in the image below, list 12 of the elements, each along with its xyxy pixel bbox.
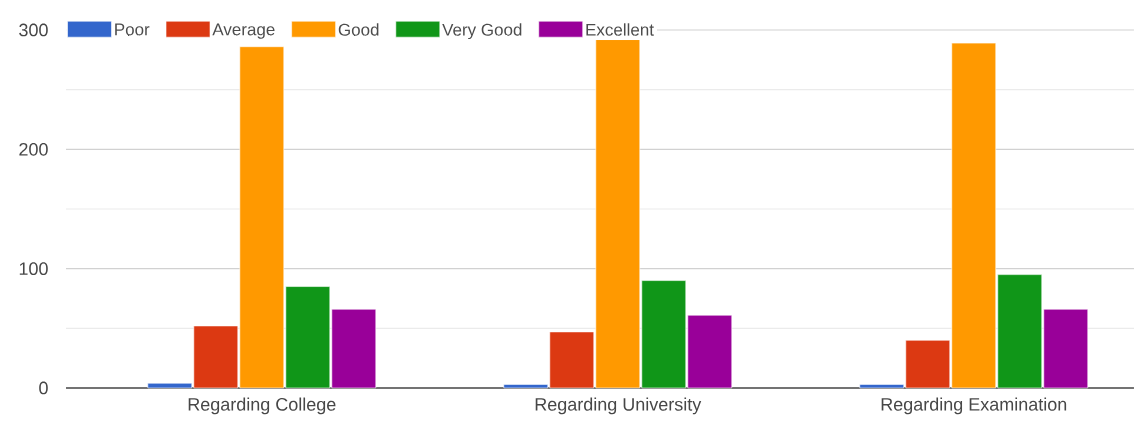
y-tick-label: 100 — [19, 262, 48, 276]
y-tick-label: 300 — [19, 23, 48, 37]
y-tick-label: 200 — [19, 142, 48, 156]
y-tick-label: 0 — [39, 381, 48, 395]
legend-label: Poor — [115, 23, 150, 36]
legend-label: Average — [212, 23, 275, 39]
x-tick-label: Regarding University — [535, 397, 702, 415]
legend-label: Very Good — [442, 23, 522, 40]
legend-label: Excellent — [586, 23, 654, 36]
x-tick-label: Regarding College — [188, 397, 336, 415]
legend-label: Good — [338, 23, 379, 36]
x-tick-label: Regarding Examination — [881, 397, 1067, 415]
